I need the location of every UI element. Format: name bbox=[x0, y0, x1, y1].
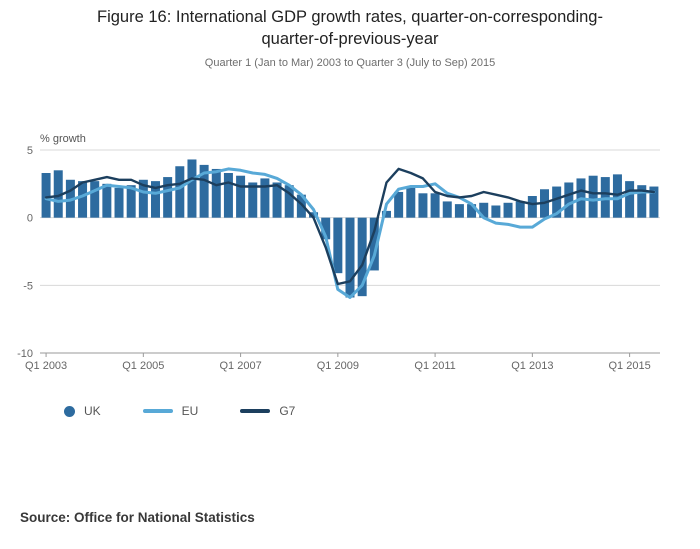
svg-text:Q1 2015: Q1 2015 bbox=[609, 360, 651, 372]
x-axis-labels: Q1 2003 Q1 2005 Q1 2007 Q1 2009 Q1 2011 Q1 20… bbox=[25, 353, 651, 372]
legend-label-eu: EU bbox=[181, 404, 199, 418]
uk-bars[interactable] bbox=[41, 159, 659, 298]
svg-text:Q1 2009: Q1 2009 bbox=[317, 360, 359, 372]
chart-title: Figure 16: International GDP growth rate… bbox=[97, 8, 603, 49]
svg-text:-10: -10 bbox=[17, 348, 33, 360]
y-axis-labels: 5 0 -5 -10 bbox=[17, 145, 33, 360]
svg-text:Q1 2013: Q1 2013 bbox=[511, 360, 553, 372]
svg-text:Q1 2005: Q1 2005 bbox=[122, 360, 164, 372]
svg-text:Q1 2011: Q1 2011 bbox=[414, 360, 455, 372]
svg-text:Q1 2003: Q1 2003 bbox=[25, 360, 67, 372]
svg-text:Q1 2007: Q1 2007 bbox=[219, 360, 261, 372]
g7-series-marker-icon bbox=[240, 409, 271, 413]
uk-series-marker-icon bbox=[64, 405, 75, 417]
legend-item-g7[interactable]: G7 bbox=[240, 404, 295, 418]
legend-item-uk[interactable]: UK bbox=[64, 404, 101, 418]
legend-item-eu[interactable]: EU bbox=[142, 404, 199, 418]
legend-label-uk: UK bbox=[84, 404, 101, 418]
svg-text:0: 0 bbox=[27, 213, 33, 225]
eu-series-marker-icon bbox=[142, 409, 173, 413]
svg-text:-5: -5 bbox=[23, 280, 33, 292]
chart-subtitle: Quarter 1 (Jan to Mar) 2003 to Quarter 3… bbox=[204, 57, 496, 69]
legend-label-g7: G7 bbox=[279, 404, 296, 418]
legend: UK EU G7 bbox=[64, 404, 295, 418]
svg-text:5: 5 bbox=[27, 145, 33, 157]
y-axis-title: % growth bbox=[40, 133, 86, 145]
eu-line[interactable] bbox=[44, 167, 656, 299]
source-note: Source: Office for National Statistics bbox=[20, 510, 255, 525]
g7-line[interactable] bbox=[44, 167, 656, 286]
